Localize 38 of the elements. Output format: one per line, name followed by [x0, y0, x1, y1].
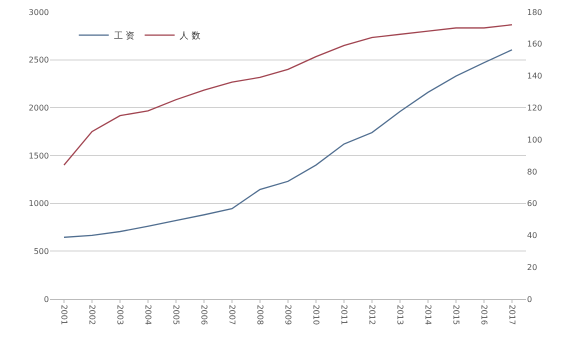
x-tick-label: 2013	[395, 304, 404, 325]
line-series	[63, 49, 513, 238]
x-tick-label: 2003	[115, 304, 124, 325]
x-tick-label: 2010	[311, 304, 320, 325]
y2-tick-label: 60	[527, 199, 538, 208]
y2-tick-label: 0	[527, 294, 532, 304]
line-series	[63, 24, 513, 166]
y-tick-label: 2000	[28, 103, 49, 112]
x-tick-label: 2015	[451, 304, 460, 325]
legend-label: 人 数	[180, 30, 201, 42]
x-tick-label: 2006	[199, 304, 208, 325]
x-tick-label: 2011	[339, 304, 348, 325]
x-tick-label: 2014	[423, 304, 432, 325]
y2-tick-label: 20	[527, 262, 538, 272]
y-tick-label: 2500	[28, 56, 49, 65]
x-tick-label: 2012	[367, 304, 376, 325]
x-tick-label: 2017	[507, 304, 516, 325]
x-tick-label: 2007	[227, 304, 236, 325]
y2-tick-label: 40	[527, 231, 538, 240]
y-tick-label: 1500	[28, 151, 49, 160]
legend-label: 工 资	[114, 30, 135, 42]
y2-tick-label: 180	[527, 8, 542, 17]
y-tick-label: 0	[44, 294, 49, 304]
y2-tick-label: 160	[527, 40, 542, 49]
y2-tick-label: 100	[527, 135, 542, 144]
x-tick-label: 2008	[255, 304, 264, 325]
y2-tick-label: 120	[527, 103, 542, 112]
x-tick-label: 2016	[479, 304, 488, 325]
x-tick-label: 2002	[87, 304, 96, 325]
y2-tick-label: 80	[527, 167, 538, 176]
x-tick-label: 2004	[143, 304, 152, 325]
x-tick-label: 2001	[59, 304, 68, 325]
y-tick-label: 3000	[28, 8, 49, 17]
y-tick-label: 1000	[28, 199, 49, 208]
y2-tick-label: 140	[527, 72, 542, 81]
x-tick-label: 2005	[171, 304, 180, 325]
y-tick-label: 500	[34, 246, 49, 256]
x-tick-label: 2009	[283, 304, 292, 325]
